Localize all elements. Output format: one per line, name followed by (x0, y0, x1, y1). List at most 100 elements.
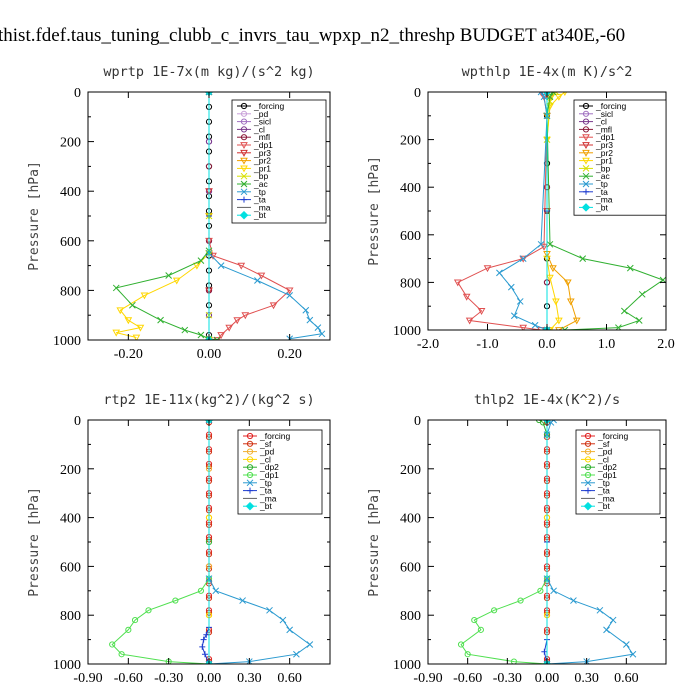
legend-entry-forcing: _forcing (237, 101, 285, 111)
y-axis-label: Pressure [hPa] (367, 156, 382, 266)
legend-entry-pr3-marker (582, 142, 590, 150)
legend: _forcing_sf_pd_cl_dp2_dp1_tp_ta_ma_bt (575, 429, 661, 515)
panel-title: wpthlp 1E-4x(m K)/s^2 (462, 64, 633, 80)
series-ac-point (635, 317, 643, 324)
y-tick-label: 0 (414, 86, 421, 101)
series-tp-point (286, 292, 294, 299)
series-pr1-point (112, 329, 121, 337)
series-dp1-point (131, 616, 139, 624)
legend-entry-forcing: _forcing (579, 101, 627, 111)
series-dp1 (453, 92, 551, 330)
x-tick-label: 1.0 (598, 337, 616, 352)
legend-entry-dp2-marker (584, 464, 592, 471)
legend-entry-ac: _ac (237, 179, 268, 189)
series-tp-point (537, 92, 545, 96)
series-dp1-point (510, 658, 518, 664)
series-dp1-point (453, 279, 462, 287)
legend-entry-sicl-marker (582, 110, 590, 117)
series-dp1-point (241, 312, 250, 320)
series-tp-point (603, 626, 610, 634)
legend-entry-dp1: _dp1 (237, 140, 273, 150)
series-pr1-point (140, 292, 149, 300)
series-pr1-point (546, 274, 554, 282)
legend-entry-ma-label: _ma (597, 493, 615, 503)
series-pr1-point (172, 277, 181, 285)
series-ta-point (203, 631, 210, 638)
series-dp1-point (109, 641, 116, 648)
legend-entry-bt: _bt (579, 202, 608, 212)
series-dp1-line (460, 420, 548, 664)
legend-entry-bt-label: _bt (259, 501, 272, 511)
legend-entry-cl-marker (584, 456, 592, 463)
series-ta-point (200, 636, 207, 643)
series-tp-point (609, 616, 617, 624)
legend-entry-pr1-label: _pr1 (253, 163, 271, 173)
legend-entry-dp2-label: _dp2 (259, 462, 279, 472)
y-tick-label: 400 (400, 512, 421, 527)
series-pr1-point (116, 307, 125, 315)
series-dp1-point (233, 317, 242, 325)
legend-entry-bt: _bt (237, 210, 266, 220)
legend-entry-forcing-marker (584, 432, 592, 440)
series-ac-point (620, 307, 628, 315)
x-tick-label: -0.90 (73, 671, 102, 686)
series-ac-point (181, 326, 189, 334)
panel-1: wprtp 1E-7x(m kg)/(s^2 kg) Pressure [hPa]… (27, 64, 331, 362)
series-dp1-point (477, 308, 486, 315)
legend-entry-dp1-marker (584, 471, 592, 479)
legend-entry-bp-marker (582, 165, 590, 172)
series-ac-point (579, 255, 587, 262)
series-tp-point (519, 255, 527, 262)
legend-entry-cl: _cl (579, 117, 607, 127)
legend-entry-ma-label: _ma (595, 195, 613, 205)
legend-entry-mfl-marker (582, 126, 590, 133)
x-tick-label: 2.0 (657, 337, 675, 352)
series-dp1-point (237, 262, 246, 270)
y-tick-label: 0 (74, 86, 81, 101)
legend-entry-ac-label: _ac (253, 179, 268, 189)
legend-entry-forcing-marker (246, 432, 254, 440)
legend-entry-pr3-label: _pr3 (253, 148, 271, 158)
legend-entry-cl-marker (240, 126, 248, 133)
legend-entry-ta: _ta (243, 486, 272, 496)
series-dp1-point (462, 293, 471, 301)
y-tick-label: 1000 (53, 658, 81, 673)
legend-entry-bt-marker (239, 210, 249, 220)
series-dp1-point (125, 626, 132, 633)
legend-entry-cl-marker (246, 456, 254, 463)
legend-entry-tp-label: _tp (259, 478, 272, 488)
legend-entry-pr2-label: _pr2 (253, 156, 271, 166)
series-dp1-point (519, 324, 528, 330)
y-tick-label: 600 (60, 560, 81, 575)
y-tick-label: 200 (400, 463, 421, 478)
legend-entry-ta-marker (583, 188, 589, 195)
y-tick-label: 1000 (393, 658, 421, 673)
x-tick-label: -0.20 (114, 347, 143, 362)
legend-entry-bt-marker (581, 203, 591, 212)
legend-entry-cl: _cl (237, 124, 265, 134)
legend-entry-tp-label: _tp (597, 478, 610, 488)
legend-entry-forcing: _forcing (243, 431, 291, 441)
panel-3: rtp2 1E-11x(kg^2)/(kg^2 s) Pressure [hPa]… (27, 392, 331, 686)
series-tp-point (550, 587, 557, 595)
panel-4: thlp2 1E-4x(K^2)/s Pressure [hPa] 0 200 400 6… (367, 392, 667, 686)
legend-entry-dp1-label: _dp1 (259, 470, 279, 480)
legend-entry-dp1: _dp1 (579, 132, 615, 142)
legend-entry-sf: _sf (581, 439, 610, 449)
series-ac-point (157, 316, 164, 324)
legend-entry-forcing-label: _forcing (595, 101, 627, 111)
series-tp-point (507, 283, 515, 291)
legend-entry-sf-marker (584, 440, 592, 447)
x-tick-label: 0.00 (197, 347, 222, 362)
y-tick-label: 1000 (53, 334, 81, 349)
legend-entry-ma: _ma (579, 195, 613, 205)
legend-entry-tp: _tp (579, 179, 608, 189)
legend-entry-tp-marker (582, 180, 590, 188)
legend-box (573, 99, 667, 216)
series-pr2-point (549, 265, 557, 273)
y-tick-label: 800 (400, 609, 421, 624)
legend-entry-ma: _ma (243, 493, 277, 503)
series-pr1-point (555, 317, 563, 325)
legend-entry-forcing-label: _forcing (253, 101, 285, 111)
legend-entry-pd-marker (240, 110, 248, 117)
